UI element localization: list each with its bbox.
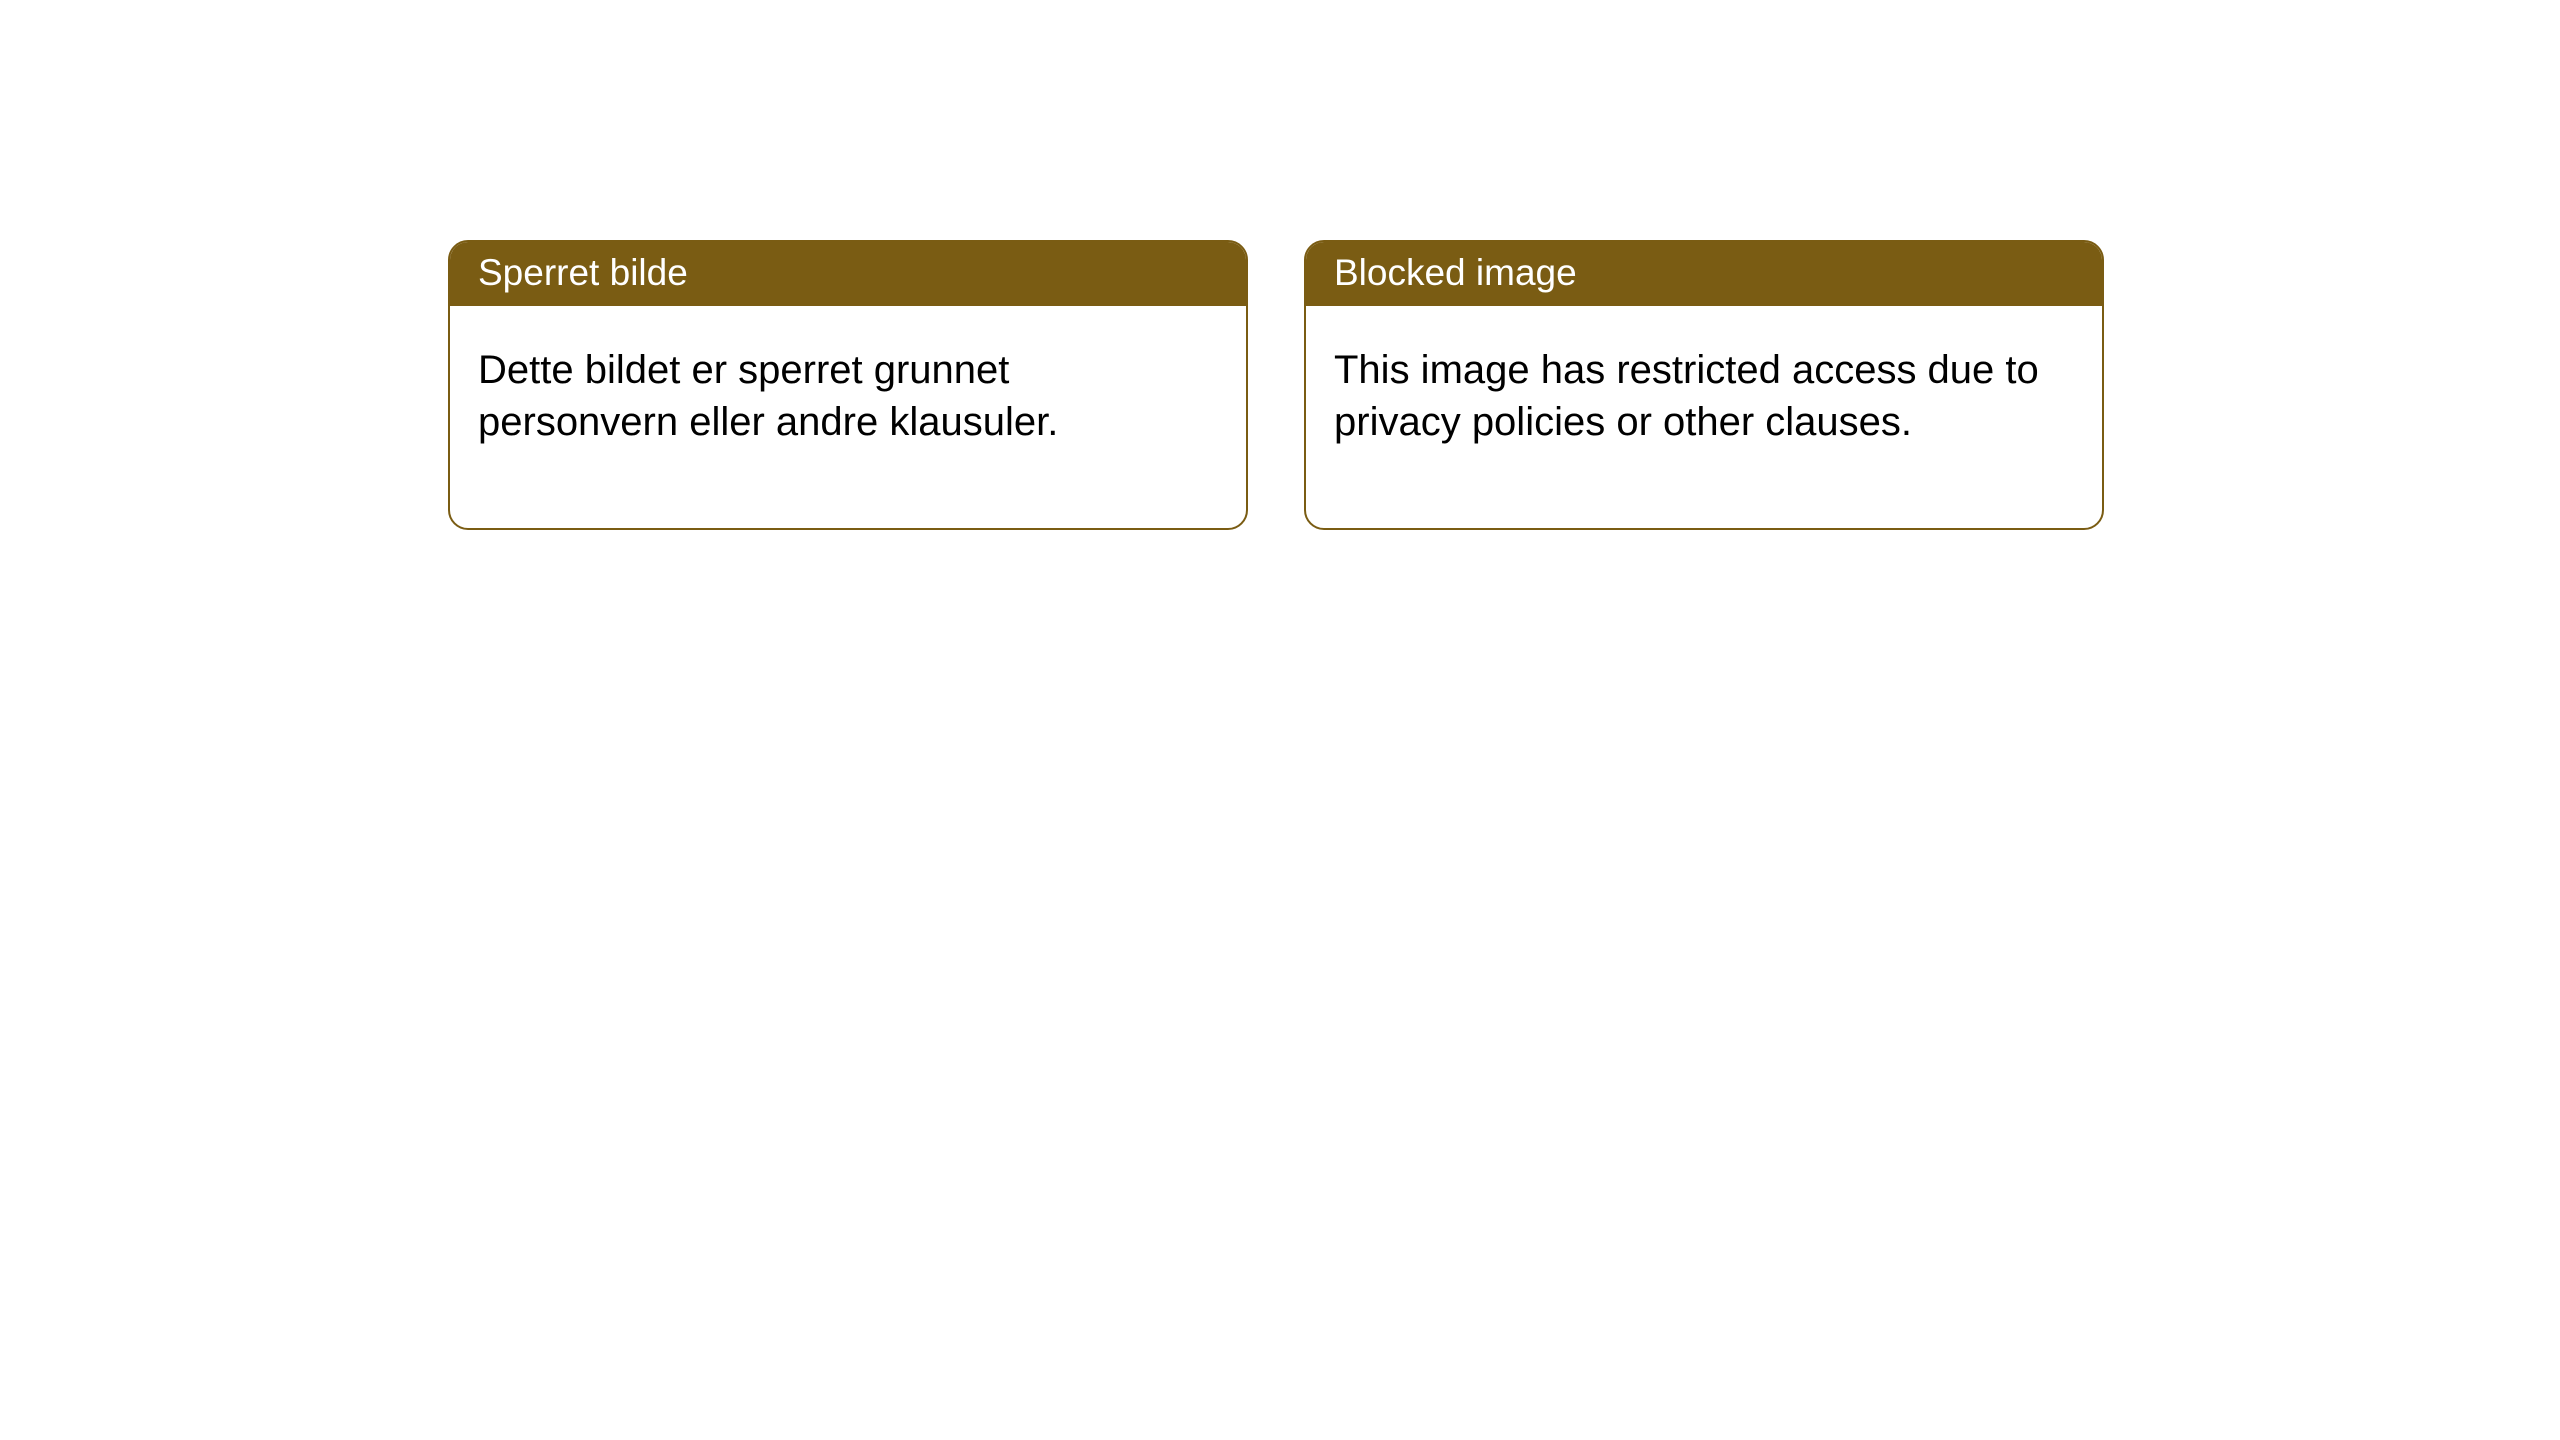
card-body: Dette bildet er sperret grunnet personve…: [450, 306, 1246, 528]
card-title: Blocked image: [1334, 252, 1577, 293]
blocked-image-card-no: Sperret bilde Dette bildet er sperret gr…: [448, 240, 1248, 530]
card-header: Blocked image: [1306, 242, 2102, 306]
card-body-text: Dette bildet er sperret grunnet personve…: [478, 348, 1058, 444]
card-header: Sperret bilde: [450, 242, 1246, 306]
blocked-image-card-en: Blocked image This image has restricted …: [1304, 240, 2104, 530]
card-body-text: This image has restricted access due to …: [1334, 348, 2039, 444]
card-body: This image has restricted access due to …: [1306, 306, 2102, 528]
card-title: Sperret bilde: [478, 252, 688, 293]
notice-container: Sperret bilde Dette bildet er sperret gr…: [0, 0, 2560, 530]
